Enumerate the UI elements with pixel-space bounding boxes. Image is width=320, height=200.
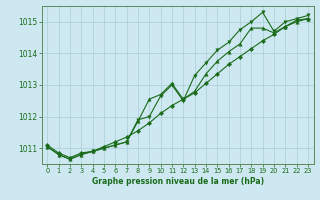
X-axis label: Graphe pression niveau de la mer (hPa): Graphe pression niveau de la mer (hPa) (92, 177, 264, 186)
